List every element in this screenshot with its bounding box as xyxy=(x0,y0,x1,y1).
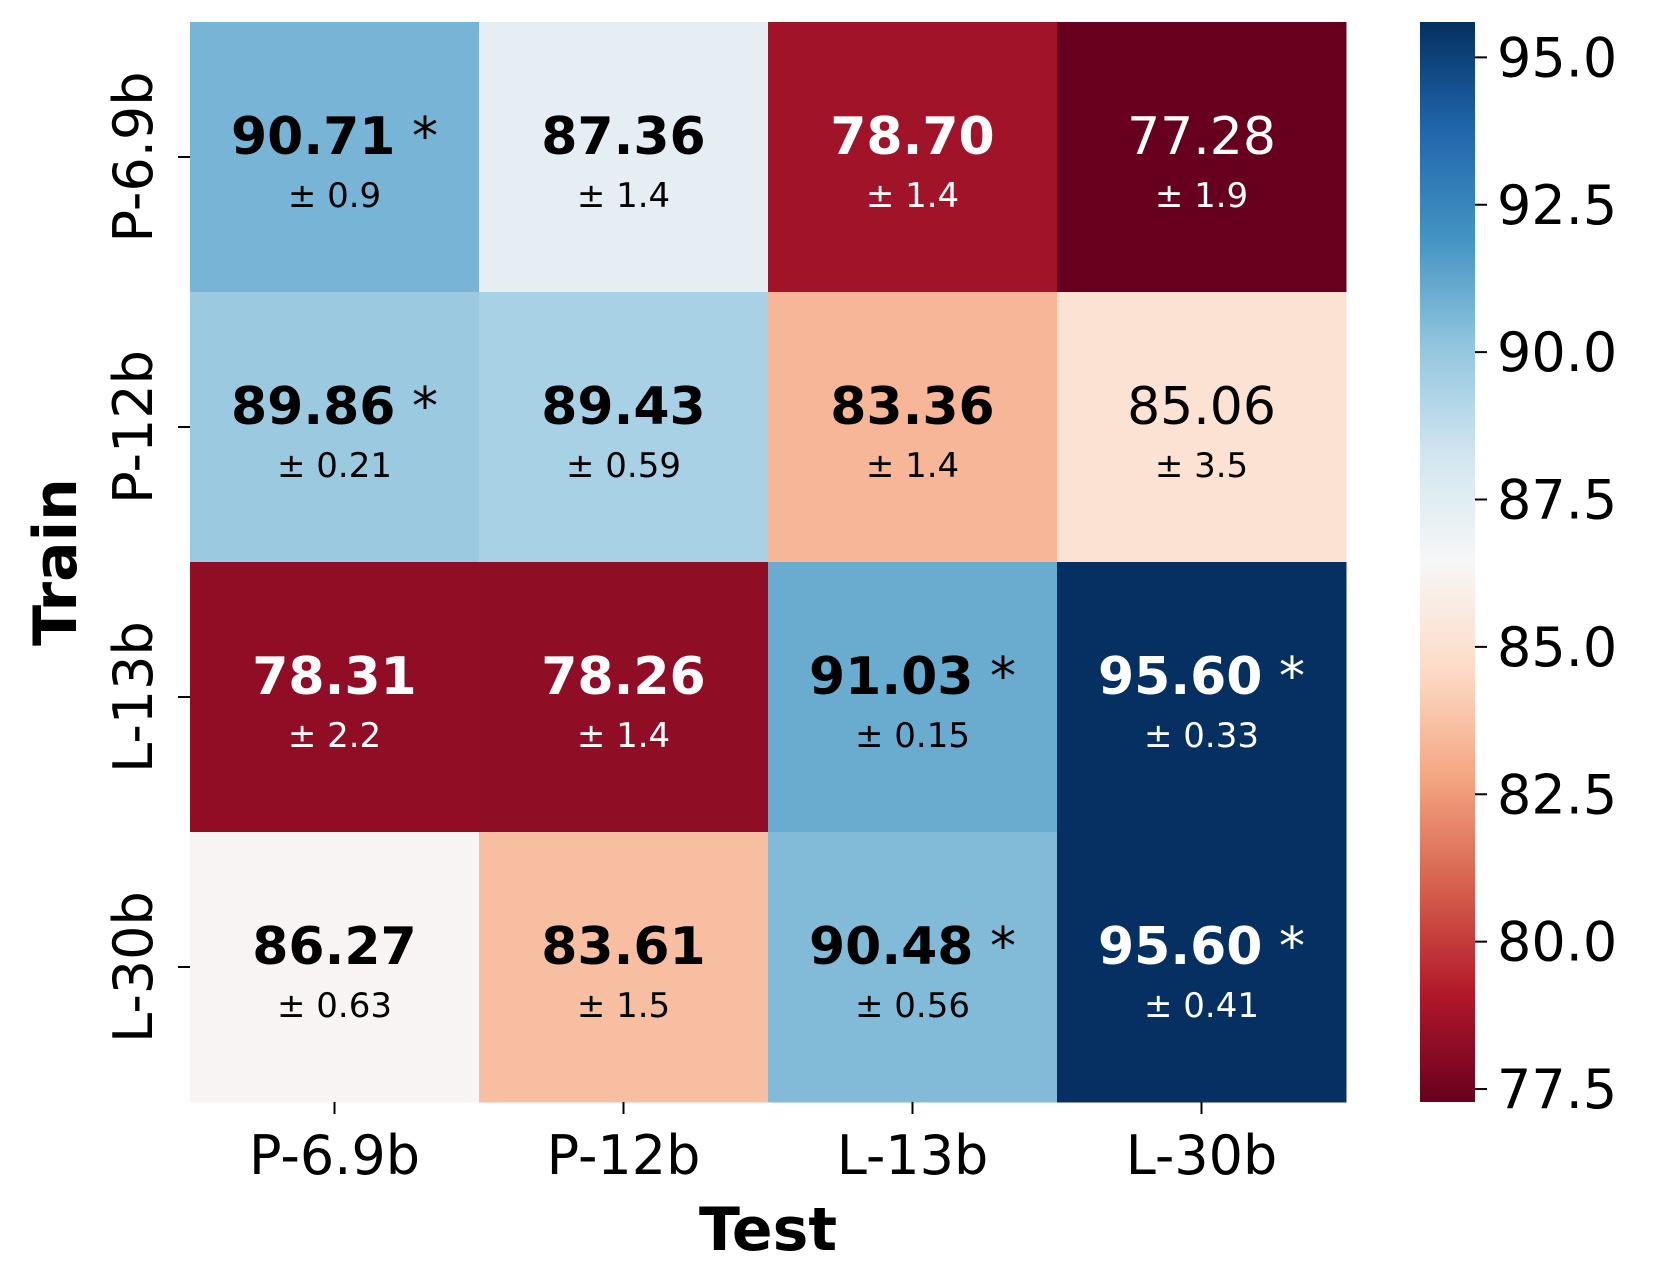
cell-error-label: ± 0.59 xyxy=(566,446,681,486)
cell-value-label: 95.60 * xyxy=(1098,917,1305,977)
significance-star: * xyxy=(395,377,438,437)
x-tick-label: P-6.9b xyxy=(249,1124,420,1187)
x-tick-label: P-12b xyxy=(547,1124,701,1187)
heatmap-cell xyxy=(1057,292,1347,563)
cell-value-text: 95.60 xyxy=(1098,647,1262,707)
colorbar-tick-label: 85.0 xyxy=(1497,616,1617,679)
cell-value-text: 95.60 xyxy=(1098,917,1262,977)
cell-error-label: ± 0.63 xyxy=(277,986,392,1026)
cell-error-label: ± 1.5 xyxy=(577,986,670,1026)
cell-value-label: 85.06 xyxy=(1127,377,1276,437)
heatmap-cell xyxy=(768,832,1058,1103)
y-tick-label: L-30b xyxy=(102,891,165,1043)
cell-value-text: 83.61 xyxy=(541,917,705,977)
cell-value-label: 89.86 * xyxy=(231,377,438,437)
cell-value-label: 90.71 * xyxy=(231,107,438,167)
cell-value-label: 91.03 * xyxy=(809,647,1016,707)
cell-error-label: ± 1.4 xyxy=(577,716,670,756)
cell-error-label: ± 2.2 xyxy=(288,716,381,756)
significance-star: * xyxy=(1262,917,1305,977)
heatmap-cell xyxy=(768,562,1058,833)
heatmap-cell xyxy=(768,22,1058,293)
cell-error-label: ± 1.4 xyxy=(866,176,959,216)
cell-value-label: 78.31 xyxy=(252,647,416,707)
heatmap-cell xyxy=(190,562,480,833)
cell-error-label: ± 3.5 xyxy=(1155,446,1248,486)
colorbar-tick-label: 92.5 xyxy=(1497,174,1617,237)
colorbar-ticks: 77.5 80.0 82.5 85.0 87.5 90.0 92.5 95.0 xyxy=(1475,26,1617,1121)
cell-value-text: 87.36 xyxy=(541,107,705,167)
x-axis-ticks: P-6.9b P-12b L-13b L-30b xyxy=(249,1102,1277,1187)
cell-value-label: 87.36 xyxy=(541,107,705,167)
cell-value-text: 77.28 xyxy=(1127,107,1276,167)
cell-error-label: ± 0.41 xyxy=(1144,986,1259,1026)
cell-value-label: 89.43 xyxy=(541,377,705,437)
cell-error-label: ± 0.56 xyxy=(855,986,970,1026)
cell-value-label: 78.70 xyxy=(830,107,994,167)
heatmap-cell xyxy=(190,292,480,563)
colorbar-tick-label: 80.0 xyxy=(1497,911,1617,974)
significance-star: * xyxy=(973,647,1016,707)
x-tick-label: L-13b xyxy=(837,1124,989,1187)
cell-error-label: ± 1.4 xyxy=(866,446,959,486)
heatmap-cell xyxy=(479,562,769,833)
cell-value-text: 86.27 xyxy=(252,917,416,977)
cell-value-text: 78.70 xyxy=(830,107,994,167)
cell-error-label: ± 0.21 xyxy=(277,446,392,486)
colorbar-tick-label: 77.5 xyxy=(1497,1058,1617,1121)
heatmap-cell xyxy=(479,292,769,563)
heatmap-cell xyxy=(190,22,480,293)
heatmap-cell xyxy=(768,292,1058,563)
significance-star: * xyxy=(1262,647,1305,707)
heatmap-cell xyxy=(190,832,480,1103)
colorbar-tick-label: 95.0 xyxy=(1497,26,1617,89)
y-tick-label: P-12b xyxy=(102,350,165,504)
cell-value-text: 83.36 xyxy=(830,377,994,437)
significance-star: * xyxy=(395,107,438,167)
colorbar-tick-label: 82.5 xyxy=(1497,763,1617,826)
cell-error-label: ± 0.15 xyxy=(855,716,970,756)
colorbar xyxy=(1420,22,1475,1102)
colorbar-tick-label: 87.5 xyxy=(1497,469,1617,532)
colorbar-tick-label: 90.0 xyxy=(1497,321,1617,384)
cell-value-label: 77.28 xyxy=(1127,107,1276,167)
y-axis-title: Train xyxy=(21,478,91,646)
heatmap-cell xyxy=(479,832,769,1103)
x-tick-label: L-30b xyxy=(1126,1124,1278,1187)
y-tick-label: P-6.9b xyxy=(102,71,165,242)
heatmap-cell xyxy=(1057,832,1347,1103)
y-tick-label: L-13b xyxy=(102,621,165,773)
y-axis-ticks: P-6.9b P-12b L-13b L-30b xyxy=(102,71,190,1043)
x-axis-title: Test xyxy=(699,1195,837,1265)
cell-error-label: ± 1.9 xyxy=(1155,176,1248,216)
heatmap-cells: 90.71 * ± 0.9 87.36 ± 1.4 78.70 ± 1.4 77.28 ± 1… xyxy=(190,22,1347,1103)
cell-value-text: 91.03 xyxy=(809,647,973,707)
cell-value-label: 78.26 xyxy=(541,647,705,707)
cell-error-label: ± 0.9 xyxy=(288,176,381,216)
cell-value-text: 90.48 xyxy=(809,917,973,977)
heatmap-cell xyxy=(1057,562,1347,833)
cell-value-text: 78.31 xyxy=(252,647,416,707)
cell-value-text: 89.43 xyxy=(541,377,705,437)
cell-value-text: 89.86 xyxy=(231,377,395,437)
cell-value-text: 78.26 xyxy=(541,647,705,707)
cell-value-label: 83.61 xyxy=(541,917,705,977)
heatmap-cell xyxy=(1057,22,1347,293)
cell-value-label: 83.36 xyxy=(830,377,994,437)
heatmap-cell xyxy=(479,22,769,293)
cell-error-label: ± 0.33 xyxy=(1144,716,1259,756)
cell-value-text: 85.06 xyxy=(1127,377,1276,437)
cell-value-label: 86.27 xyxy=(252,917,416,977)
cell-value-label: 95.60 * xyxy=(1098,647,1305,707)
cell-value-label: 90.48 * xyxy=(809,917,1016,977)
cell-error-label: ± 1.4 xyxy=(577,176,670,216)
cell-value-text: 90.71 xyxy=(231,107,395,167)
significance-star: * xyxy=(973,917,1016,977)
